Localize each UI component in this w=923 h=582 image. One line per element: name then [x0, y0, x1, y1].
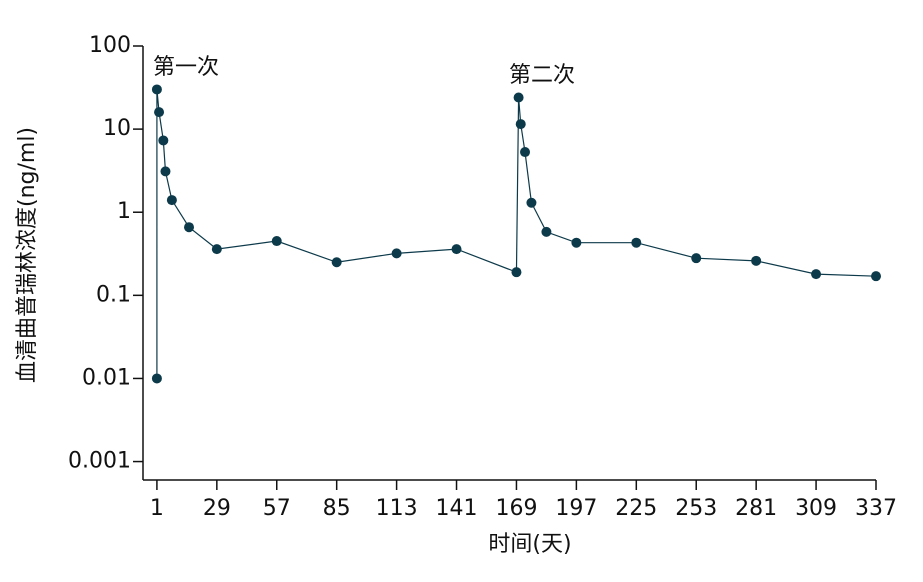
x-tick-label: 85: [323, 496, 351, 521]
marker: [631, 237, 642, 248]
x-tick-label: 197: [555, 496, 597, 521]
marker: [151, 84, 162, 95]
marker: [211, 244, 222, 255]
marker: [184, 222, 195, 233]
annotation: 第一次: [153, 55, 219, 80]
marker: [513, 92, 524, 103]
y-tick-label: 0.001: [68, 449, 131, 474]
x-tick-label: 113: [376, 496, 418, 521]
marker: [751, 255, 762, 266]
x-tick-label: 281: [735, 496, 777, 521]
y-tick-label: 1: [117, 199, 131, 224]
marker: [331, 257, 342, 268]
y-tick-label: 0.01: [82, 365, 131, 390]
marker: [541, 226, 552, 237]
x-tick-label: 1: [150, 496, 164, 521]
marker: [158, 135, 169, 146]
marker: [871, 271, 881, 282]
x-tick-label: 309: [795, 496, 837, 521]
x-tick-label: 57: [263, 496, 291, 521]
y-axis-title: 血清曲普瑞林浓度(ng/ml): [15, 127, 40, 383]
marker: [526, 197, 537, 208]
marker: [271, 236, 282, 247]
x-tick-label: 337: [855, 496, 897, 521]
marker: [151, 373, 162, 384]
marker: [451, 244, 462, 255]
marker: [571, 237, 582, 248]
marker: [154, 107, 165, 118]
marker: [520, 147, 531, 158]
marker: [166, 195, 177, 206]
marker: [160, 166, 171, 177]
marker: [391, 248, 402, 259]
line: [156, 89, 877, 379]
y-tick-label: 100: [89, 33, 131, 58]
marker: [811, 269, 822, 280]
annotation: 第二次: [509, 63, 575, 88]
x-tick-label: 29: [203, 496, 231, 521]
x-tick-label: 253: [675, 496, 717, 521]
x-axis-title: 时间(天): [488, 532, 571, 557]
y-tick-label: 0.1: [96, 282, 131, 307]
x-tick-label: 169: [495, 496, 537, 521]
x-tick-label: 141: [436, 496, 478, 521]
y-tick-label: 10: [103, 116, 131, 141]
marker: [515, 119, 526, 130]
marker: [511, 267, 522, 278]
x-tick-label: 225: [615, 496, 657, 521]
marker: [691, 253, 702, 264]
